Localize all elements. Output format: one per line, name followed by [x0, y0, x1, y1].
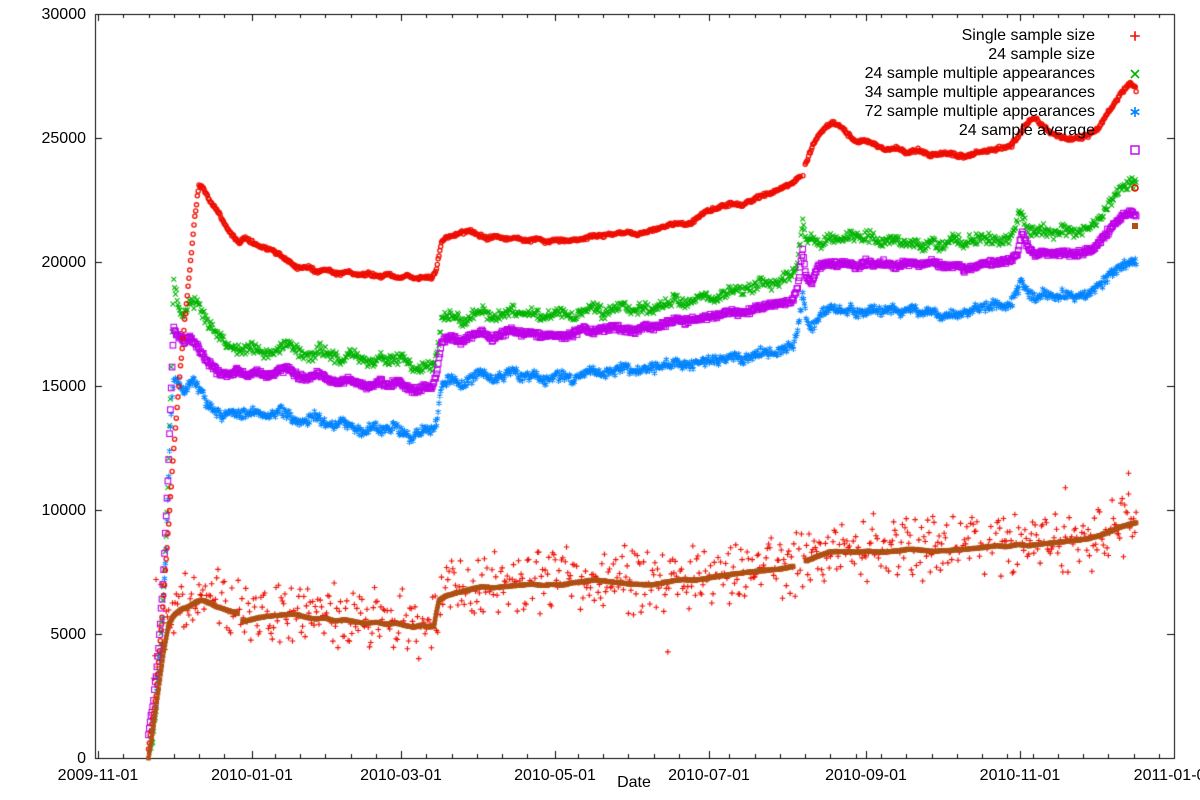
legend-label: 24 sample size	[988, 46, 1095, 63]
x-axis-tick-label: 2010-03-01	[360, 767, 442, 784]
legend-label: 72 sample multiple appearances	[864, 103, 1095, 120]
legend-label: Single sample size	[961, 27, 1095, 44]
asterisk-marker-icon	[1127, 104, 1143, 120]
open-square-marker-icon	[1127, 142, 1143, 158]
x-axis-title: Date	[617, 774, 651, 791]
y-axis-tick-label: 25000	[41, 130, 87, 147]
x-axis-tick-label: 2010-07-01	[668, 767, 750, 784]
cross-marker-icon	[1127, 66, 1143, 82]
y-axis-tick-label: 10000	[41, 502, 87, 519]
x-axis-tick-label: 2010-11-01	[979, 767, 1061, 784]
y-axis-tick-label: 20000	[41, 254, 87, 271]
y-axis-tick-label: 15000	[41, 378, 87, 395]
plus-marker-icon	[1127, 28, 1143, 44]
x-axis-tick-label: 2009-11-01	[57, 767, 139, 784]
x-axis-tick-label: 2011-01-01	[1133, 767, 1200, 784]
x-axis-tick-label: 2010-01-01	[211, 767, 293, 784]
y-axis-tick-label: 30000	[41, 6, 87, 23]
legend-label: 24 sample multiple appearances	[864, 65, 1095, 82]
x-axis-tick-label: 2010-05-01	[514, 767, 596, 784]
y-axis-tick-label: 0	[77, 750, 86, 767]
y-axis-tick-label: 5000	[50, 626, 86, 643]
legend-label: 24 sample average	[958, 122, 1095, 139]
legend-label: 34 sample multiple appearances	[864, 84, 1095, 101]
x-axis-tick-label: 2010-09-01	[825, 767, 907, 784]
filled-square-marker-icon	[1127, 218, 1143, 234]
open-circle-marker-icon	[1127, 180, 1143, 196]
